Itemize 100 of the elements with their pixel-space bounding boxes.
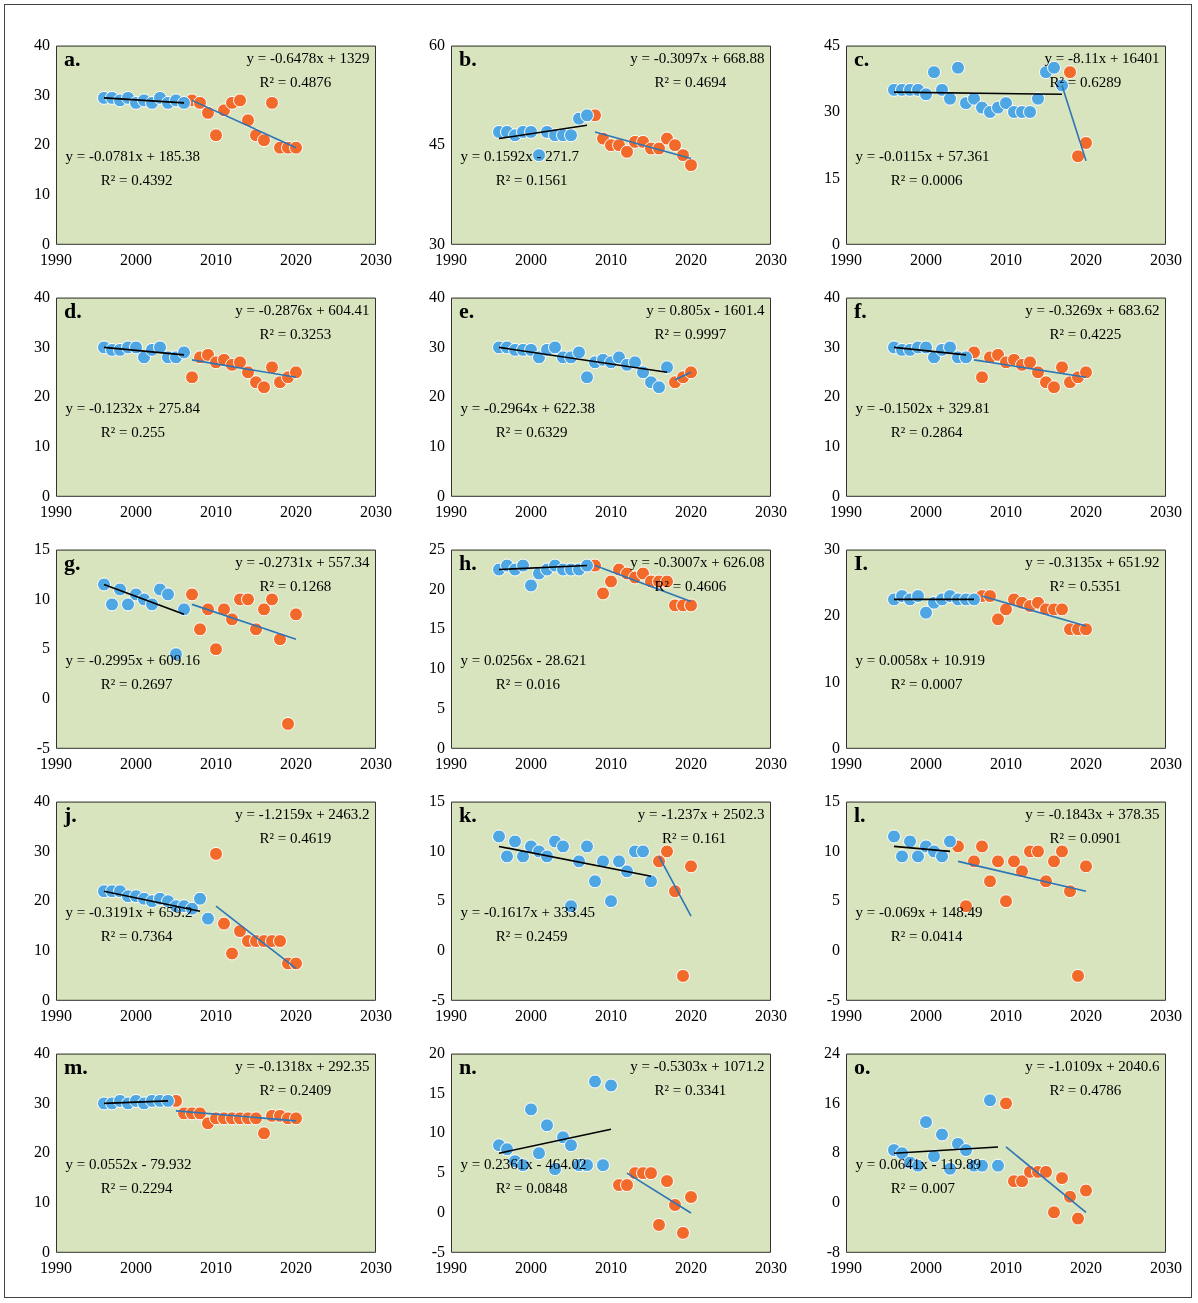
point [580,839,594,854]
point [1055,844,1069,859]
point [676,968,690,983]
x-tick-label: 2020 [675,1006,707,1024]
point [1047,854,1061,869]
point [1007,854,1021,869]
y-tick-label: 0 [42,235,50,252]
x-tick-label: 2020 [280,1006,312,1024]
point [1055,360,1069,375]
x-tick-label: 1990 [40,1006,72,1024]
point [903,834,917,849]
annotation: R² = 0.4619 [259,829,332,846]
annotation: y = -0.1843x + 378.35 [1025,806,1160,823]
point [919,87,933,102]
point [241,113,255,128]
x-tick-label: 2020 [1070,754,1102,772]
point [153,340,167,355]
point [580,108,594,123]
x-tick-label: 2000 [910,1258,942,1276]
x-tick-label: 2000 [515,1258,547,1276]
point [943,834,957,849]
point [1071,1211,1085,1226]
point [1015,864,1029,879]
chart-title: d. [64,298,82,324]
y-tick-label: 5 [437,699,445,717]
annotation: y = -0.1502x + 329.81 [855,399,991,416]
point [911,589,925,604]
y-tick-label: 40 [34,791,50,809]
chart-title: o. [854,1054,871,1080]
y-tick-label: -5 [431,991,445,1008]
point [540,1118,554,1133]
y-tick-label: -5 [431,1243,445,1260]
point [492,829,506,844]
point [564,1138,578,1153]
annotation: y = -0.3135x + 651.92 [1025,554,1160,571]
x-tick-label: 2020 [1070,1006,1102,1024]
point [265,360,279,375]
y-tick-label: 10 [34,437,50,455]
y-tick-label: 10 [34,941,50,959]
point [991,612,1005,627]
annotation: y = -0.0115x + 57.361 [855,147,990,164]
point [1031,844,1045,859]
point [524,1102,538,1117]
point [684,365,698,380]
y-tick-label: 30 [34,1093,50,1111]
annotation: R² = 0.7364 [100,927,174,944]
x-tick-label: 2010 [595,250,627,268]
chart-title: I. [854,550,869,576]
annotation: R² = 0.6289 [1049,73,1122,90]
x-tick-label: 1990 [830,1258,862,1276]
x-tick-label: 1990 [435,502,467,520]
y-tick-label: 20 [429,387,445,405]
point [1055,602,1069,617]
y-tick-label: 0 [832,739,840,756]
annotation: y = -0.2995x + 609.16 [65,651,201,668]
annotation: R² = 0.9997 [654,325,727,342]
point [257,1126,271,1141]
y-tick-label: 20 [34,1143,50,1161]
y-tick-label: 40 [429,287,445,305]
point [193,891,207,906]
x-tick-label: 2020 [280,250,312,268]
x-tick-label: 2000 [515,754,547,772]
point [588,1074,602,1089]
point [121,597,135,612]
x-tick-label: 2010 [990,1258,1022,1276]
point [991,854,1005,869]
point [676,1225,690,1240]
x-tick-label: 2030 [360,1006,392,1024]
x-tick-label: 2010 [595,754,627,772]
x-tick-label: 1990 [435,754,467,772]
y-tick-label: 10 [34,185,50,203]
x-tick-label: 2010 [200,1006,232,1024]
point [1015,1174,1029,1189]
point [289,607,303,622]
annotation: y = 0.805x - 1601.4 [646,302,766,319]
annotation: y = -0.3007x + 626.08 [630,554,765,571]
point [289,956,303,971]
x-tick-label: 2010 [200,754,232,772]
x-tick-label: 2020 [280,754,312,772]
point [620,144,634,159]
point [612,854,626,869]
point [935,1127,949,1142]
x-tick-label: 2000 [120,250,152,268]
point [177,95,191,110]
point [524,578,538,593]
y-tick-label: 0 [42,689,50,707]
point [265,592,279,607]
point [983,1093,997,1108]
annotation: y = -0.6478x + 1329 [246,50,370,67]
point [177,602,191,617]
point [596,854,610,869]
point [604,574,618,589]
point [209,846,223,861]
y-tick-label: 20 [824,606,840,624]
chart-title: c. [854,46,870,72]
point [1039,1164,1053,1179]
point [684,158,698,173]
annotation: y = 0.0552x - 79.932 [65,1155,192,1172]
point [596,586,610,601]
y-tick-label: 0 [832,941,840,959]
